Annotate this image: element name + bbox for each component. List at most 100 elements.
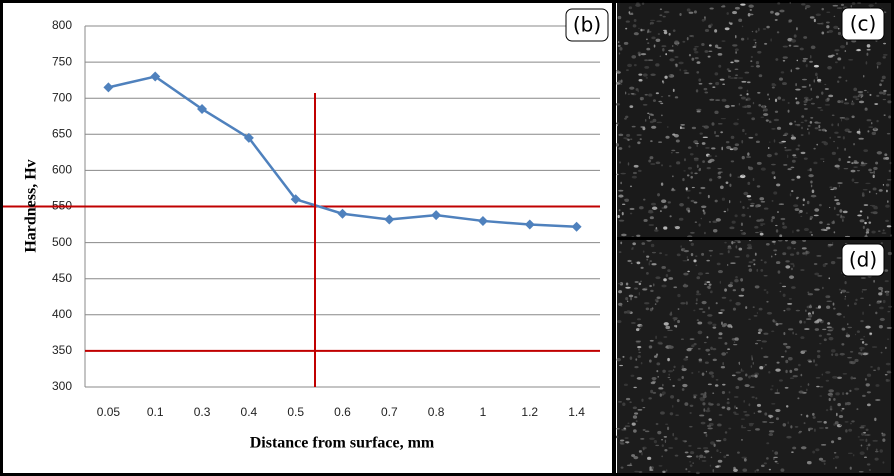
speckle bbox=[750, 65, 754, 68]
speckle bbox=[625, 441, 630, 444]
speckle bbox=[642, 103, 648, 106]
speckle bbox=[758, 307, 763, 311]
speckle bbox=[886, 189, 888, 193]
speckle bbox=[718, 414, 723, 416]
speckle bbox=[761, 347, 763, 350]
speckle bbox=[676, 399, 680, 403]
speckle bbox=[810, 117, 814, 119]
speckle bbox=[662, 47, 665, 52]
speckle bbox=[861, 289, 868, 291]
speckle bbox=[686, 36, 689, 41]
speckle bbox=[704, 280, 707, 284]
speckle bbox=[729, 75, 731, 78]
speckle bbox=[731, 220, 736, 224]
speckle bbox=[846, 161, 851, 163]
speckle bbox=[838, 157, 841, 162]
speckle bbox=[704, 231, 706, 235]
speckle bbox=[828, 29, 834, 33]
speckle bbox=[617, 15, 622, 20]
speckle bbox=[865, 438, 868, 443]
speckle bbox=[775, 322, 779, 326]
speckle bbox=[826, 300, 832, 302]
speckle bbox=[766, 290, 769, 294]
speckle bbox=[837, 437, 842, 440]
speckle bbox=[799, 47, 804, 51]
y-tick-label: 400 bbox=[52, 307, 72, 321]
speckle bbox=[868, 304, 871, 307]
speckle bbox=[868, 4, 874, 8]
speckle bbox=[755, 204, 759, 208]
speckle bbox=[737, 377, 743, 381]
speckle bbox=[683, 272, 689, 276]
speckle bbox=[758, 74, 763, 78]
speckle bbox=[625, 20, 630, 23]
speckle bbox=[624, 91, 627, 95]
speckle bbox=[695, 255, 698, 258]
speckle bbox=[885, 183, 890, 187]
speckle bbox=[738, 247, 743, 251]
speckle bbox=[889, 234, 893, 237]
speckle bbox=[620, 181, 622, 185]
speckle bbox=[717, 459, 723, 463]
speckle bbox=[885, 291, 889, 294]
speckle bbox=[782, 134, 787, 137]
speckle bbox=[708, 50, 713, 52]
speckle bbox=[773, 456, 778, 459]
speckle bbox=[645, 430, 650, 433]
speckle bbox=[879, 83, 882, 87]
speckle bbox=[688, 53, 692, 57]
speckle bbox=[636, 134, 642, 136]
speckle bbox=[886, 338, 890, 340]
speckle bbox=[855, 298, 858, 302]
speckle bbox=[723, 455, 727, 459]
speckle bbox=[790, 267, 794, 271]
speckle bbox=[832, 187, 838, 190]
speckle bbox=[704, 391, 707, 396]
speckle bbox=[844, 402, 847, 406]
speckle bbox=[772, 319, 775, 323]
speckle bbox=[813, 359, 815, 363]
speckle bbox=[810, 97, 813, 100]
speckle bbox=[774, 392, 781, 394]
speckle bbox=[809, 83, 811, 87]
speckle bbox=[756, 403, 762, 407]
speckle bbox=[634, 287, 639, 290]
speckle bbox=[696, 319, 699, 321]
speckle bbox=[729, 183, 732, 188]
speckle bbox=[870, 366, 873, 368]
speckle bbox=[686, 8, 691, 12]
speckle bbox=[734, 278, 739, 283]
speckle bbox=[707, 353, 711, 356]
speckle bbox=[889, 161, 892, 165]
speckle bbox=[689, 461, 692, 463]
speckle bbox=[708, 82, 713, 85]
speckle bbox=[684, 402, 689, 406]
speckle bbox=[698, 223, 701, 227]
speckle bbox=[673, 365, 676, 369]
speckle bbox=[814, 320, 820, 324]
speckle bbox=[771, 403, 776, 405]
speckle bbox=[729, 226, 735, 230]
speckle bbox=[698, 78, 702, 82]
data-point bbox=[290, 194, 301, 205]
speckle bbox=[698, 308, 704, 310]
speckle bbox=[831, 151, 836, 155]
speckle bbox=[674, 437, 678, 440]
speckle bbox=[737, 77, 744, 79]
speckle bbox=[721, 406, 726, 409]
speckle bbox=[827, 322, 831, 325]
speckle bbox=[870, 211, 875, 214]
speckle bbox=[634, 470, 640, 473]
speckle bbox=[748, 4, 754, 8]
speckle bbox=[679, 126, 682, 130]
panel-label: (b) bbox=[573, 13, 601, 37]
speckle bbox=[694, 51, 699, 54]
speckle bbox=[657, 430, 662, 435]
speckle bbox=[734, 337, 739, 341]
speckle bbox=[616, 320, 622, 324]
speckle bbox=[796, 175, 801, 179]
speckle bbox=[663, 10, 670, 14]
speckle bbox=[803, 422, 806, 425]
speckle bbox=[885, 219, 889, 223]
speckle bbox=[617, 214, 620, 219]
